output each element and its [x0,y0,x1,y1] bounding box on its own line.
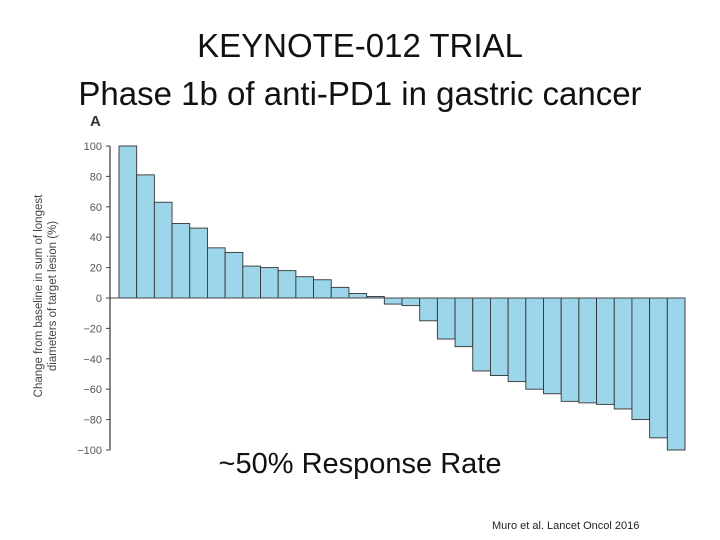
y-tick-label: 80 [90,171,102,183]
bar [507,297,527,383]
bar [596,297,615,405]
bar [153,201,173,299]
bar [472,297,491,372]
bar [613,297,633,410]
bar [260,267,279,299]
bar [295,276,315,299]
bar [543,297,562,395]
y-tick-label: 100 [84,141,102,153]
bar [224,251,244,299]
response-rate-annotation: ~50% Response Rate [218,448,502,480]
y-tick-label: 40 [90,232,102,244]
bar [277,270,297,299]
bar [348,292,368,299]
y-tick-label: 60 [90,202,102,214]
bar [206,247,226,299]
bar [560,297,580,402]
bar [631,297,651,421]
slide-title: KEYNOTE-012 TRIAL [197,27,523,64]
bar [666,297,686,451]
bar [454,297,474,348]
bar [649,297,668,439]
bar [330,286,350,299]
y-tick-label: −40 [83,354,102,366]
y-axis: 100 80 60 40 20 0 −20 −40 −60 −80 −100 [77,141,111,457]
bar [171,223,191,299]
bar [578,297,598,404]
bar [313,279,332,299]
y-tick-label: −80 [83,415,102,427]
bar [189,227,208,299]
bar [383,297,403,305]
bar [401,297,421,307]
bar-series [118,145,686,451]
y-tick-label: −20 [83,323,102,335]
panel-label: A [90,113,101,130]
y-tick-label: 0 [96,293,102,305]
bar [525,297,544,390]
bar [489,297,509,376]
slide-subtitle: Phase 1b of anti-PD1 in gastric cancer [78,75,642,112]
y-tick-label: −60 [83,384,102,396]
y-axis-label-line2: diameters of target lesion (%) [47,221,59,371]
bar [118,145,138,299]
bar [419,297,438,322]
y-tick-label: −100 [77,445,102,457]
bar [136,174,155,299]
bar [436,297,456,340]
y-tick-label: 20 [90,263,102,275]
citation: Muro et al. Lancet Oncol 2016 [492,520,640,532]
bar [242,265,261,299]
y-axis-label-line1: Change from baseline in sum of longest [33,194,45,397]
